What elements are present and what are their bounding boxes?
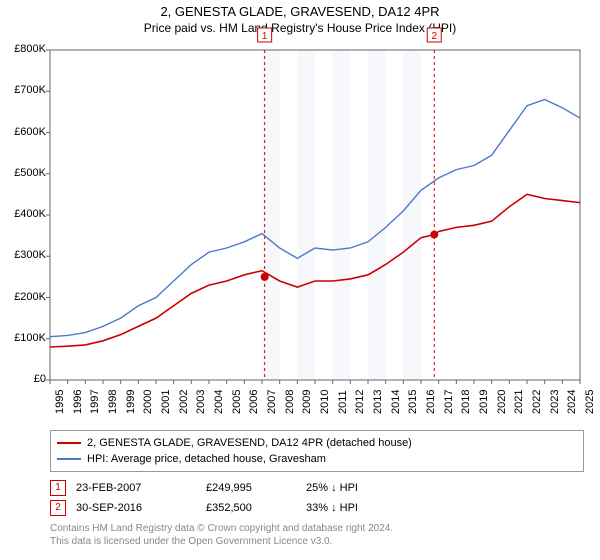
x-tick-label: 2021 [513,390,525,414]
y-tick-label: £300K [2,249,46,261]
y-tick-label: £500K [2,167,46,179]
x-tick-label: 2023 [549,390,561,414]
x-tick-label: 2008 [284,390,296,414]
x-tick-label: 2010 [319,390,331,414]
x-tick-label: 2020 [496,390,508,414]
y-tick-label: £0 [2,373,46,385]
x-tick-label: 2000 [142,390,154,414]
line-chart: 12 [50,50,580,380]
x-tick-label: 2019 [478,390,490,414]
footer-attribution: Contains HM Land Registry data © Crown c… [50,522,570,548]
x-tick-label: 2004 [213,390,225,414]
x-tick-label: 2009 [301,390,313,414]
svg-text:2: 2 [431,31,437,42]
x-tick-label: 1996 [72,390,84,414]
sale-diff: 25% ↓ HPI [306,482,406,494]
x-tick-label: 2016 [425,390,437,414]
x-tick-label: 1995 [54,390,66,414]
sale-date: 23-FEB-2007 [76,482,206,494]
x-tick-label: 1998 [107,390,119,414]
footer-line: This data is licensed under the Open Gov… [50,535,570,548]
legend-label: 2, GENESTA GLADE, GRAVESEND, DA12 4PR (d… [87,437,412,449]
x-tick-label: 2024 [566,390,578,414]
table-row: 1 23-FEB-2007 £249,995 25% ↓ HPI [50,478,406,498]
x-tick-label: 2018 [460,390,472,414]
x-tick-label: 2005 [231,390,243,414]
sale-diff: 33% ↓ HPI [306,502,406,514]
legend-item: HPI: Average price, detached house, Grav… [57,451,577,467]
svg-text:1: 1 [262,31,268,42]
x-tick-label: 2015 [407,390,419,414]
y-tick-label: £700K [2,84,46,96]
legend: 2, GENESTA GLADE, GRAVESEND, DA12 4PR (d… [50,430,584,472]
chart-subtitle: Price paid vs. HM Land Registry's House … [0,19,600,39]
x-tick-label: 2017 [443,390,455,414]
x-tick-label: 2006 [248,390,260,414]
x-tick-label: 2011 [337,390,349,414]
x-tick-label: 2001 [160,390,172,414]
x-tick-label: 2014 [390,390,402,414]
chart-title: 2, GENESTA GLADE, GRAVESEND, DA12 4PR [0,0,600,19]
x-tick-label: 2012 [354,390,366,414]
y-tick-label: £400K [2,208,46,220]
y-tick-label: £800K [2,43,46,55]
sale-price: £352,500 [206,502,306,514]
footer-line: Contains HM Land Registry data © Crown c… [50,522,570,535]
sale-date: 30-SEP-2016 [76,502,206,514]
x-tick-label: 2003 [195,390,207,414]
x-tick-label: 1999 [125,390,137,414]
legend-label: HPI: Average price, detached house, Grav… [87,453,326,465]
sales-table: 1 23-FEB-2007 £249,995 25% ↓ HPI 2 30-SE… [50,478,406,518]
sale-price: £249,995 [206,482,306,494]
x-tick-label: 2007 [266,390,278,414]
x-tick-label: 1997 [89,390,101,414]
marker-icon: 2 [50,500,66,516]
x-tick-label: 2002 [178,390,190,414]
y-tick-label: £100K [2,332,46,344]
legend-item: 2, GENESTA GLADE, GRAVESEND, DA12 4PR (d… [57,435,577,451]
x-tick-label: 2022 [531,390,543,414]
table-row: 2 30-SEP-2016 £352,500 33% ↓ HPI [50,498,406,518]
y-tick-label: £200K [2,291,46,303]
marker-icon: 1 [50,480,66,496]
x-tick-label: 2013 [372,390,384,414]
y-tick-label: £600K [2,126,46,138]
x-tick-label: 2025 [584,390,596,414]
